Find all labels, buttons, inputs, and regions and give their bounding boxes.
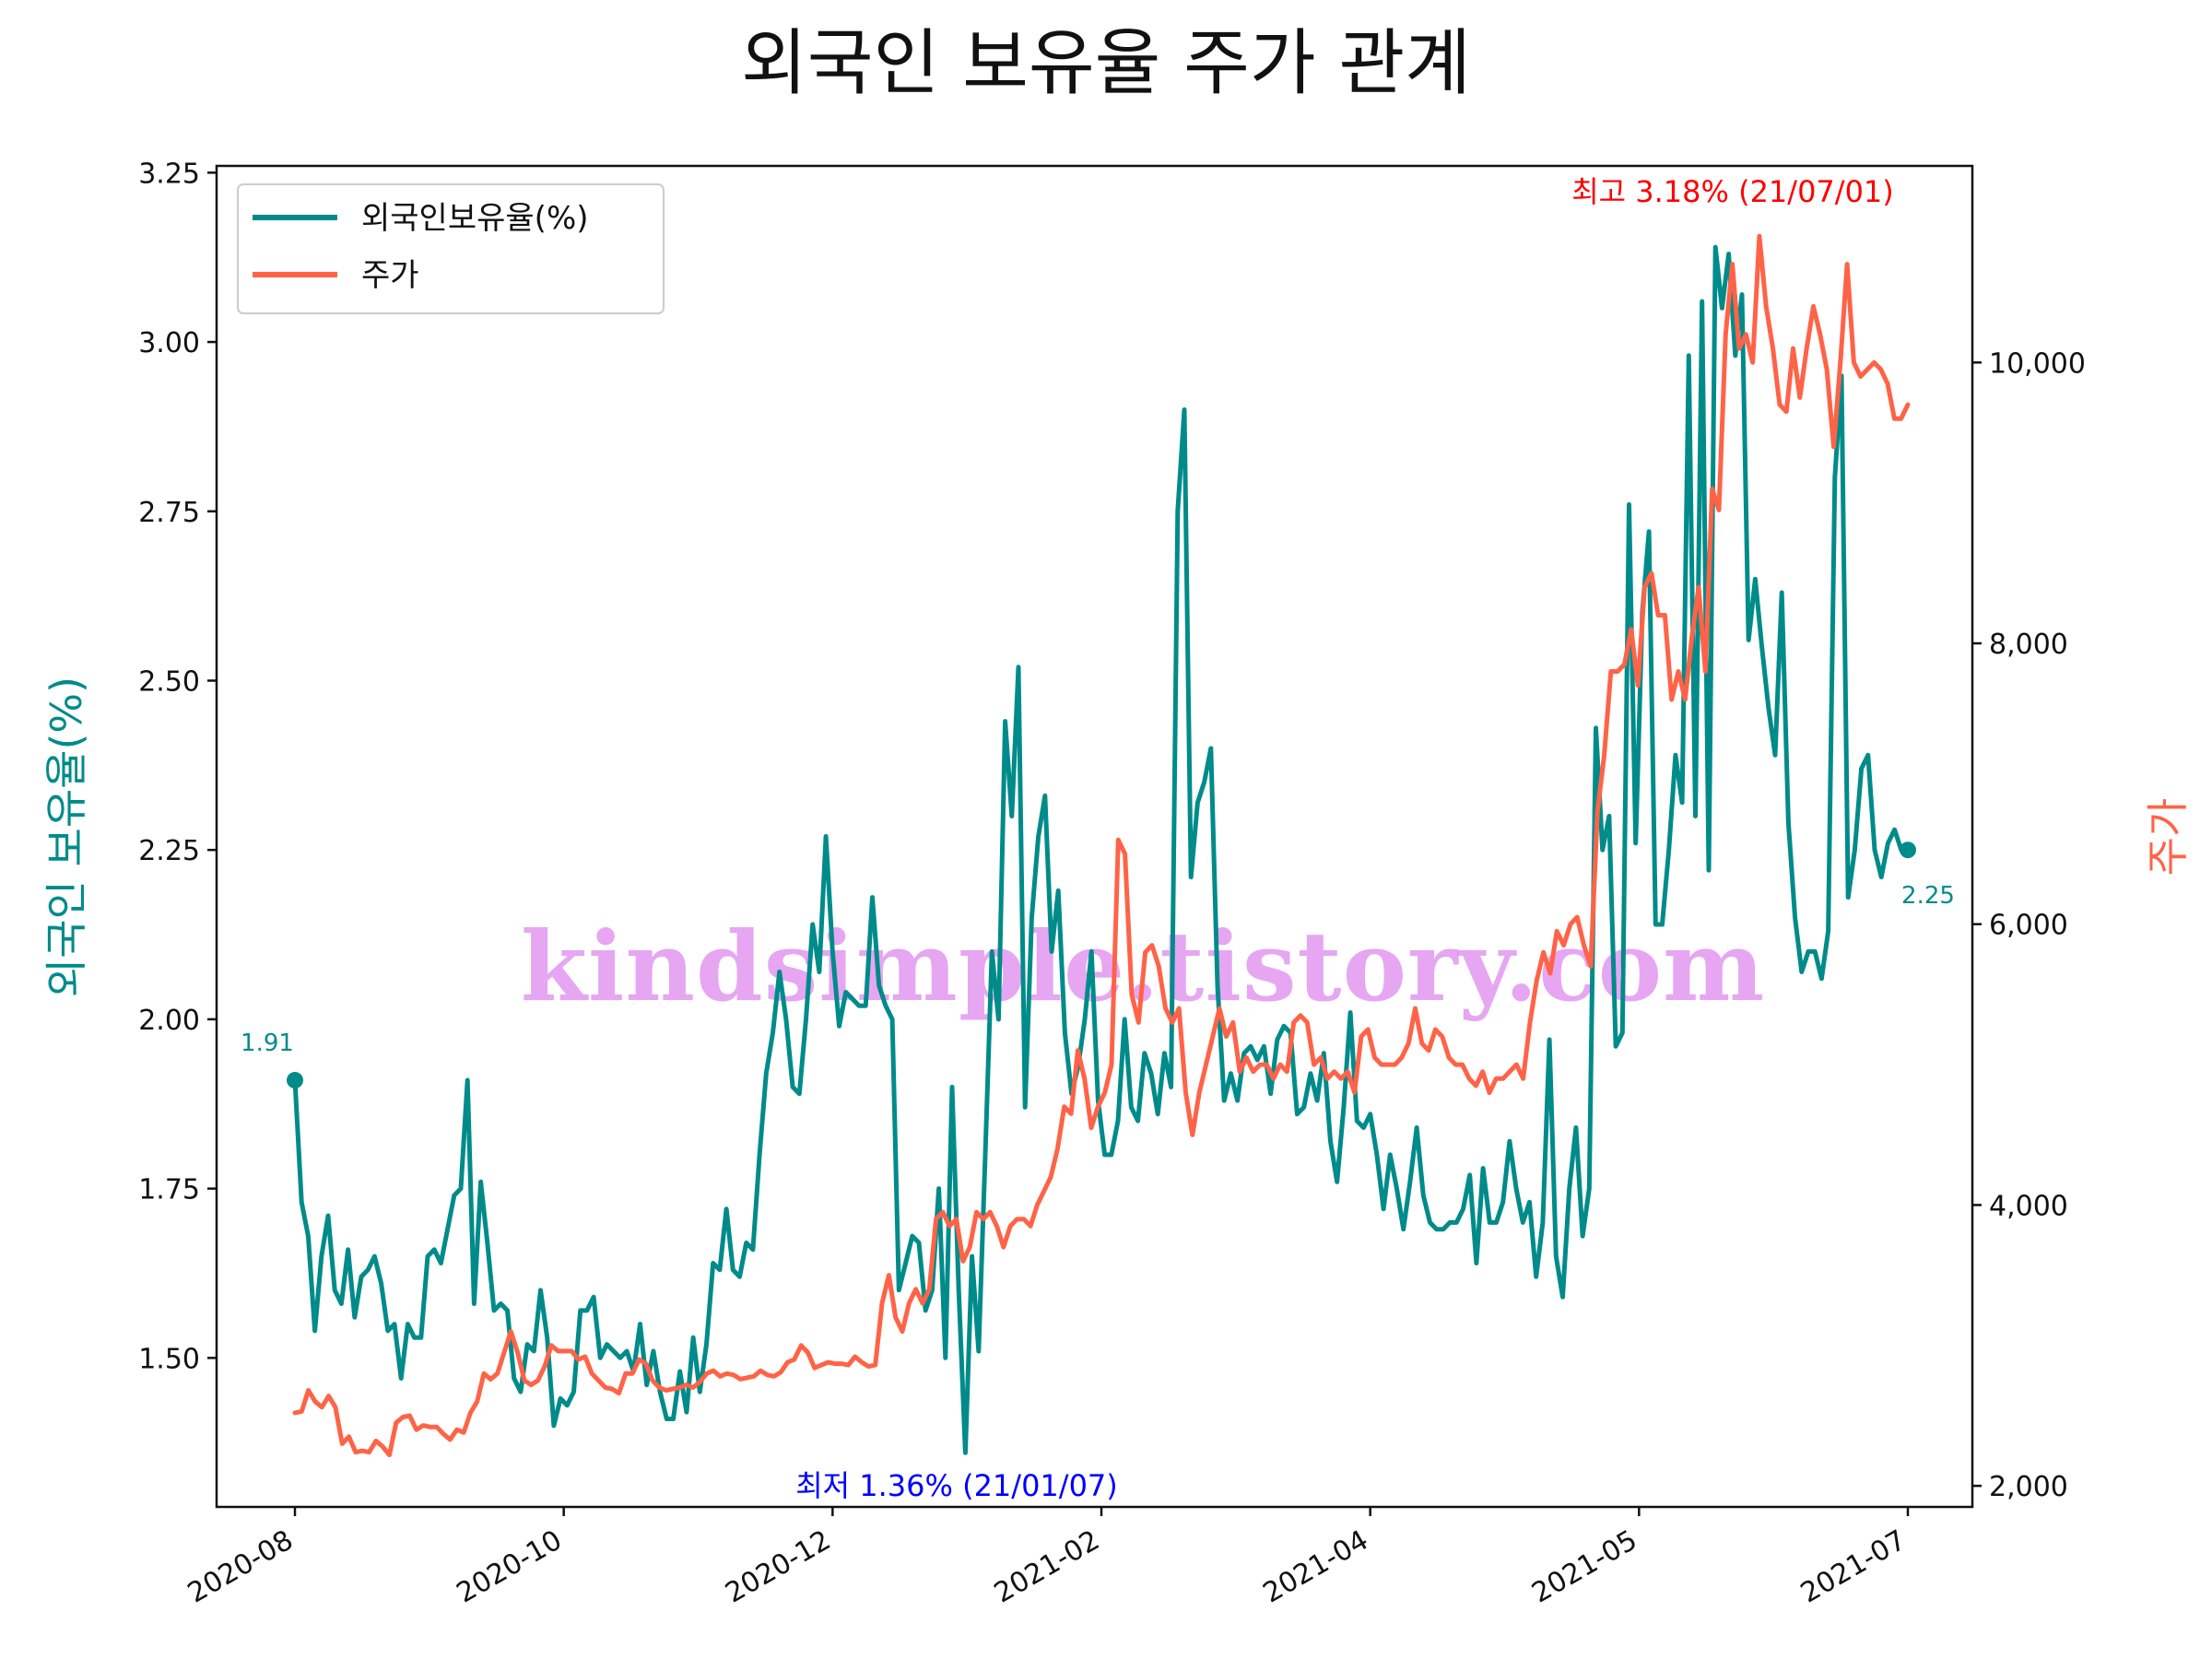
series-line-price (292, 233, 1911, 1458)
chart-title: 외국인 보유율 주가 관계 (741, 22, 1471, 105)
left-axis: 1.50 1.75 2.00 2.25 2.50 2.75 3.00 3.25 (138, 158, 217, 1375)
left-tick-label: 2.50 (138, 665, 200, 698)
left-tick-label: 2.00 (138, 1005, 200, 1037)
left-tick-label: 1.50 (138, 1343, 200, 1375)
annotations: 최고 3.18% (21/07/01) 최저 1.36% (21/01/07) … (241, 174, 1955, 1503)
max-annotation: 최고 3.18% (21/07/01) (1571, 174, 1894, 209)
x-tick-label: 2020-10 (452, 1524, 568, 1610)
x-tick-label: 2021-02 (989, 1524, 1105, 1610)
left-tick-label: 1.75 (138, 1174, 200, 1206)
right-tick-label: 6,000 (1989, 910, 2068, 942)
legend-label-price: 주가 (361, 257, 419, 294)
series-layer (287, 233, 1916, 1458)
right-tick-label: 4,000 (1989, 1190, 2068, 1222)
end-value-label: 2.25 (1901, 882, 1955, 910)
start-value-label: 1.91 (241, 1030, 294, 1057)
series-line-foreign (292, 244, 1911, 1455)
end-marker (1900, 841, 1916, 859)
x-tick-label: 2021-05 (1526, 1524, 1642, 1610)
left-axis-label: 외국인 보유율(%) (41, 677, 91, 997)
plot-area (215, 164, 1974, 1509)
legend: 외국인보유율(%) 주가 (237, 183, 665, 314)
left-tick-label: 2.75 (138, 497, 200, 529)
right-tick-label: 2,000 (1989, 1471, 2068, 1503)
legend-label-foreign: 외국인보유율(%) (361, 200, 589, 237)
x-tick-label: 2020-08 (182, 1524, 299, 1610)
x-tick-label: 2021-04 (1258, 1524, 1374, 1610)
x-tick-label: 2020-12 (720, 1524, 836, 1610)
left-tick-label: 3.25 (138, 158, 200, 190)
min-annotation: 최저 1.36% (21/01/07) (795, 1468, 1118, 1503)
right-axis: 2,000 4,000 6,000 8,000 10,000 (1972, 347, 2086, 1503)
left-tick-label: 3.00 (138, 327, 200, 359)
legend-box (237, 183, 665, 314)
start-marker (287, 1072, 303, 1089)
right-tick-label: 8,000 (1989, 629, 2068, 661)
right-tick-label: 10,000 (1989, 347, 2086, 380)
x-tick-label: 2021-07 (1795, 1524, 1912, 1610)
x-axis: 2020-08 2020-10 2020-12 2021-02 2021-04 2021-… (182, 1507, 1912, 1610)
left-tick-label: 2.25 (138, 835, 200, 867)
right-axis-label: 주가 (2143, 798, 2193, 877)
